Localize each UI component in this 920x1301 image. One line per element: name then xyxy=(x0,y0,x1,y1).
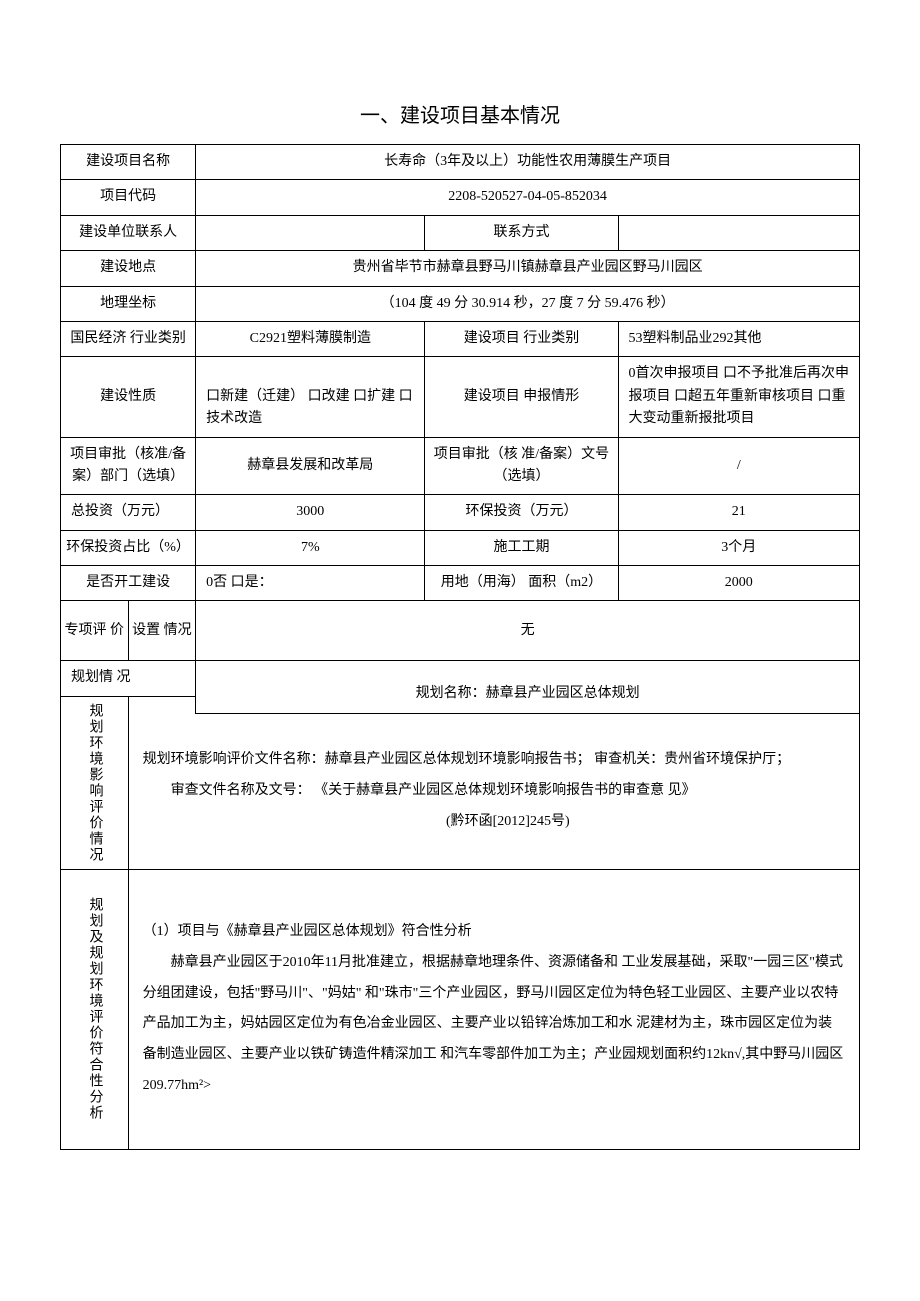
cell-label: 专项评 价 xyxy=(61,601,129,661)
cell-label: 项目代码 xyxy=(61,180,196,215)
text-line: (黔环函[2012]245号) xyxy=(143,807,845,838)
cell-value: 2208-520527-04-05-852034 xyxy=(196,180,860,215)
text-line: 规划环境影响评价文件名称：赫章县产业园区总体规划环境影响报告书； 审查机关：贵州… xyxy=(143,745,845,776)
cell-value: 3个月 xyxy=(618,530,859,565)
cell-label: 建设项目 申报情形 xyxy=(425,357,618,437)
table-row: 项目审批（核准/备案）部门（选填） 赫章县发展和改革局 项目审批（核 准/备案）… xyxy=(61,437,860,495)
cell-value: 21 xyxy=(618,495,859,530)
cell-label: 规划情 况 xyxy=(61,661,196,696)
cell-label: 建设性质 xyxy=(61,357,196,437)
table-row: 建设性质 口新建（迁建） 口改建 口扩建 口技术改造 建设项目 申报情形 0首次… xyxy=(61,357,860,437)
cell-label: 环保投资（万元） xyxy=(425,495,618,530)
cell-value: 赫章县发展和改革局 xyxy=(196,437,425,495)
cell-value: 口新建（迁建） 口改建 口扩建 口技术改造 xyxy=(196,357,425,437)
cell-value: C2921塑料薄膜制造 xyxy=(196,321,425,356)
cell-value: 3000 xyxy=(196,495,425,530)
cell-value: （104 度 49 分 30.914 秒，27 度 7 分 59.476 秒） xyxy=(196,286,860,321)
section-body: （1）项目与《赫章县产业园区总体规划》符合性分析 赫章县产业园区于2010年11… xyxy=(128,869,859,1149)
cell-value xyxy=(196,215,425,250)
table-row: 建设项目名称 长寿命（3年及以上）功能性农用薄膜生产项目 xyxy=(61,145,860,180)
cell-value: / xyxy=(618,437,859,495)
table-row: 项目代码 2208-520527-04-05-852034 xyxy=(61,180,860,215)
cell-label: 总投资（万元） xyxy=(61,495,196,530)
table-row: 国民经济 行业类别 C2921塑料薄膜制造 建设项目 行业类别 53塑料制品业2… xyxy=(61,321,860,356)
cell-label: 施工工期 xyxy=(425,530,618,565)
table-row: 地理坐标 （104 度 49 分 30.914 秒，27 度 7 分 59.47… xyxy=(61,286,860,321)
cell-label: 国民经济 行业类别 xyxy=(61,321,196,356)
cell-value: 7% xyxy=(196,530,425,565)
cell-label: 项目审批（核 准/备案）文号（选填） xyxy=(425,437,618,495)
vert-label: 规划及规划环境评价符合性分析 xyxy=(61,869,129,1149)
cell-label: 建设地点 xyxy=(61,251,196,286)
table-row: 规划情 况 规划名称：赫章县产业园区总体规划 xyxy=(61,661,860,696)
cell-label: 建设项目名称 xyxy=(61,145,196,180)
cell-label: 用地（用海） 面积（m2） xyxy=(425,566,618,601)
vert-label: 规划环境影响评价情况 xyxy=(61,696,129,869)
cell-label: 是否开工建设 xyxy=(61,566,196,601)
table-row: 总投资（万元） 3000 环保投资（万元） 21 xyxy=(61,495,860,530)
cell-value: 53塑料制品业292其他 xyxy=(618,321,859,356)
cell-value: 0首次申报项目 口不予批准后再次申报项目 口超五年重新审核项目 口重大变动重新报… xyxy=(618,357,859,437)
cell-value xyxy=(618,215,859,250)
cell-label: 联系方式 xyxy=(425,215,618,250)
text-heading: （1）项目与《赫章县产业园区总体规划》符合性分析 xyxy=(143,917,845,948)
table-row: 规划环境影响评价文件名称：赫章县产业园区总体规划环境影响报告书； 审查机关：贵州… xyxy=(61,714,860,870)
cell-label: 建设单位联系人 xyxy=(61,215,196,250)
cell-label: 环保投资占比（%） xyxy=(61,530,196,565)
cell-value: 无 xyxy=(196,601,860,661)
section-body: 规划环境影响评价文件名称：赫章县产业园区总体规划环境影响报告书； 审查机关：贵州… xyxy=(128,714,859,870)
text-body: 赫章县产业园区于2010年11月批准建立，根据赫章地理条件、资源储备和 工业发展… xyxy=(143,948,845,1102)
page-title: 一、建设项目基本情况 xyxy=(60,100,860,132)
cell-value: 长寿命（3年及以上）功能性农用薄膜生产项目 xyxy=(196,145,860,180)
cell-value: 贵州省毕节市赫章县野马川镇赫章县产业园区野马川园区 xyxy=(196,251,860,286)
cell-label: 建设项目 行业类别 xyxy=(425,321,618,356)
cell-value: 0否 口是： xyxy=(196,566,425,601)
table-row: 建设地点 贵州省毕节市赫章县野马川镇赫章县产业园区野马川园区 xyxy=(61,251,860,286)
text-line: 审查文件名称及文号： 《关于赫章县产业园区总体规划环境影响报告书的审查意 见》 xyxy=(143,776,845,807)
table-row: 是否开工建设 0否 口是： 用地（用海） 面积（m2） 2000 xyxy=(61,566,860,601)
cell-label: 地理坐标 xyxy=(61,286,196,321)
table-row: 建设单位联系人 联系方式 xyxy=(61,215,860,250)
main-table: 建设项目名称 长寿命（3年及以上）功能性农用薄膜生产项目 项目代码 2208-5… xyxy=(60,144,860,1150)
cell-value: 2000 xyxy=(618,566,859,601)
table-row: 专项评 价 设置 情况 无 xyxy=(61,601,860,661)
cell-value: 规划名称：赫章县产业园区总体规划 xyxy=(196,661,860,714)
table-row: 环保投资占比（%） 7% 施工工期 3个月 xyxy=(61,530,860,565)
cell-label: 项目审批（核准/备案）部门（选填） xyxy=(61,437,196,495)
cell-label: 设置 情况 xyxy=(128,601,196,661)
table-row: 规划及规划环境评价符合性分析 （1）项目与《赫章县产业园区总体规划》符合性分析 … xyxy=(61,869,860,1149)
